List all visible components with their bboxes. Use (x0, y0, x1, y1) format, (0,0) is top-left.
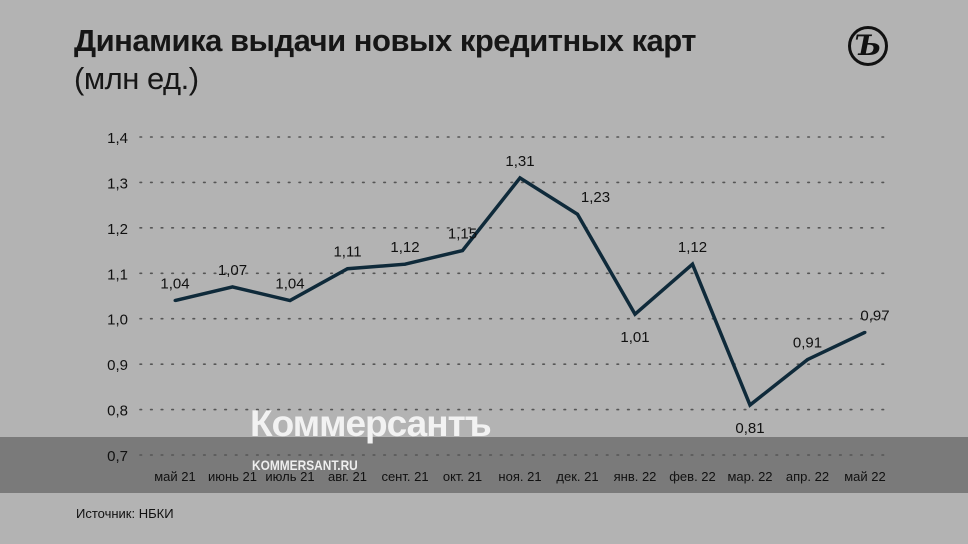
watermark-url: KOMMERSANT.RU (252, 457, 358, 473)
source-note: Источник: НБКИ (76, 506, 174, 521)
data-label: 1,12 (678, 239, 707, 256)
y-tick-label: 1,0 (107, 312, 128, 329)
y-tick-label: 1,1 (107, 266, 128, 283)
y-tick-label: 1,3 (107, 175, 128, 192)
data-point (173, 299, 177, 303)
data-point (403, 262, 407, 266)
watermark-band (0, 437, 968, 493)
x-tick-label: май 22 (844, 469, 886, 484)
data-point (806, 358, 809, 362)
x-tick-label: мар. 22 (727, 469, 772, 484)
data-label: 1,04 (275, 276, 304, 293)
data-point (576, 212, 579, 216)
x-tick-label: май 21 (154, 469, 196, 484)
x-tick-label: июнь 21 (208, 469, 257, 484)
data-label: 0,91 (793, 335, 822, 352)
data-point (346, 267, 349, 271)
data-point (748, 403, 752, 407)
data-point (231, 285, 234, 289)
watermark-brand: Коммерсантъ (250, 403, 492, 444)
data-point (288, 299, 292, 303)
x-tick-label: авг. 21 (328, 469, 367, 484)
data-label: 1,04 (160, 276, 189, 293)
kommersant-logo-icon: Ъ (848, 26, 888, 66)
x-tick-label: дек. 21 (556, 469, 598, 484)
x-tick-label: апр. 22 (786, 469, 829, 484)
data-label: 1,31 (505, 153, 534, 170)
y-tick-label: 1,2 (107, 221, 128, 238)
data-point (461, 249, 464, 253)
x-tick-label: янв. 22 (614, 469, 657, 484)
data-label: 0,81 (735, 420, 764, 437)
data-label: 1,23 (581, 189, 610, 206)
x-tick-label: окт. 21 (443, 469, 482, 484)
data-label: 0,97 (860, 307, 889, 324)
title-unit: (млн ед.) (74, 61, 199, 96)
y-tick-label: 0,7 (107, 448, 128, 465)
logo-glyph: Ъ (854, 29, 882, 62)
x-tick-label: фев. 22 (669, 469, 716, 484)
chart-title: Динамика выдачи новых кредитных карт (мл… (74, 22, 696, 98)
data-label: 1,12 (390, 239, 419, 256)
data-point (633, 312, 637, 316)
y-tick-label: 1,4 (107, 130, 128, 147)
data-label: 1,07 (218, 262, 247, 279)
x-tick-label: июль 21 (265, 469, 314, 484)
data-point (863, 330, 867, 334)
x-tick-label: сент. 21 (381, 469, 428, 484)
data-label: 1,11 (333, 244, 361, 261)
data-label: 1,01 (620, 329, 649, 346)
data-label: 1,15 (448, 226, 477, 243)
y-tick-label: 0,9 (107, 357, 128, 374)
data-point (518, 176, 522, 180)
title-main: Динамика выдачи новых кредитных карт (74, 23, 696, 58)
data-point (691, 262, 694, 266)
y-tick-label: 0,8 (107, 403, 128, 420)
x-tick-label: ноя. 21 (498, 469, 541, 484)
